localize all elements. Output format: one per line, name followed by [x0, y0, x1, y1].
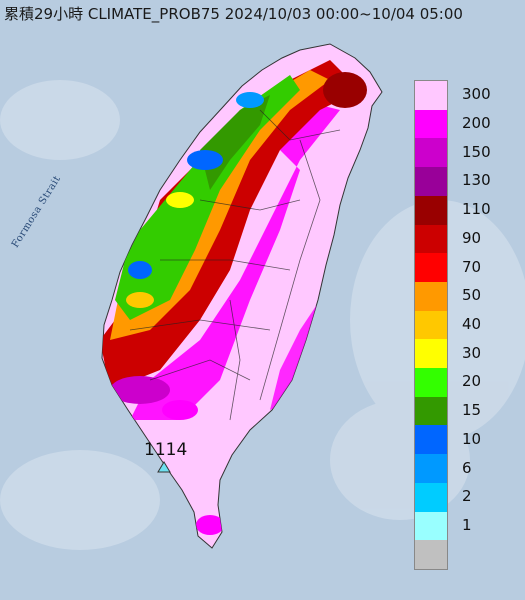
legend-label: 40 [462, 315, 482, 333]
legend-swatch [415, 454, 447, 483]
legend-swatch [415, 81, 447, 110]
legend-label: 15 [462, 401, 482, 420]
color-legend [414, 80, 448, 570]
legend-swatch [415, 224, 447, 254]
legend-label: 20 [462, 372, 482, 391]
rainfall-zones [102, 60, 367, 535]
legend-swatch [415, 368, 447, 397]
legend-swatch [415, 425, 447, 455]
legend-swatch [415, 109, 447, 139]
legend-swatch [415, 253, 447, 282]
legend-swatch [415, 511, 447, 541]
legend-swatch [415, 540, 447, 569]
legend-swatch [415, 339, 447, 369]
legend-swatch [415, 195, 447, 225]
legend-label: 2 [462, 487, 472, 506]
legend-swatch [415, 167, 447, 196]
legend-swatch [415, 138, 447, 168]
legend-label: 200 [462, 114, 491, 133]
legend-label: 150 [462, 142, 491, 161]
map-title: 累積29小時 CLIMATE_PROB75 2024/10/03 00:00~1… [4, 5, 463, 23]
county-boundaries [129, 109, 341, 421]
legend-swatch [415, 396, 447, 426]
legend-label: 300 [462, 85, 491, 104]
peak-value-label: 1114 [144, 440, 188, 460]
peak-marker-icon [157, 461, 171, 473]
legend-label: 30 [462, 343, 482, 362]
legend-label: 1 [462, 515, 472, 534]
legend-swatch [415, 310, 447, 340]
legend-label: 10 [462, 429, 482, 448]
legend-label: 90 [462, 228, 482, 247]
legend-label: 50 [462, 286, 482, 305]
legend-swatch [415, 281, 447, 311]
legend-label: 6 [462, 458, 472, 477]
legend-label: 70 [462, 257, 482, 276]
legend-swatch [415, 482, 447, 512]
legend-label: 110 [462, 200, 491, 219]
legend-label: 130 [462, 171, 491, 190]
